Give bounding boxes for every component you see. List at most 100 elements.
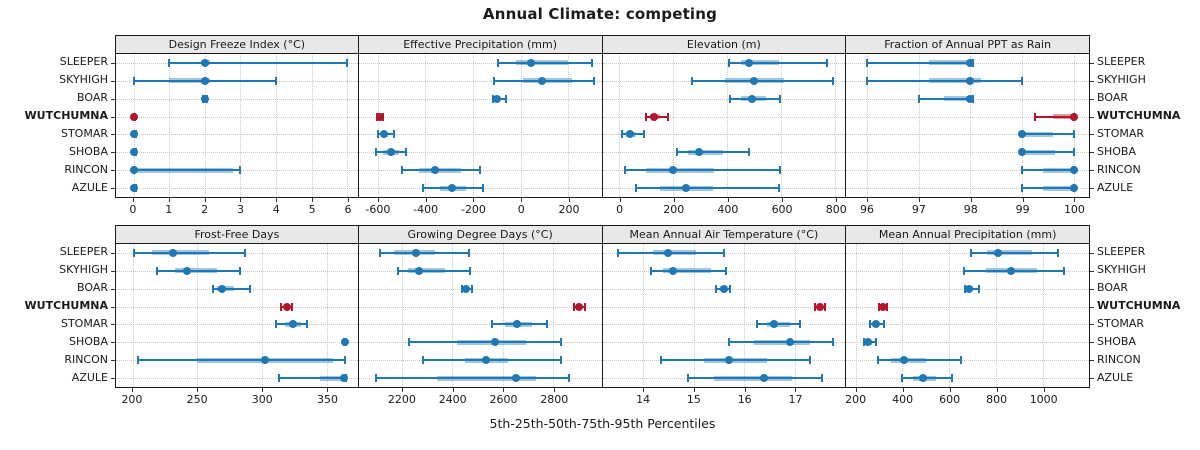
station-label-azule: AZULE: [1097, 180, 1134, 194]
x-axis: -600 -400 -200 0 200: [359, 198, 603, 220]
median-dot-wutchumna: [650, 112, 659, 121]
x-axis: 0 200 400 600 800: [603, 198, 847, 220]
whisker-end-cap: [490, 320, 493, 329]
panel-design-freeze-index-c-: Design Freeze Index (°C) 0 1 2 3 4 5 6: [111, 35, 359, 220]
median-dot-boar: [218, 284, 226, 293]
whisker-end-cap: [645, 112, 648, 121]
whisker-end-cap: [868, 320, 871, 329]
median-dot-shoba: [864, 338, 873, 347]
whisker-5th-95th: [497, 61, 592, 64]
x-tick-label: 800: [825, 203, 847, 216]
median-dot-wutchumna: [1069, 112, 1078, 121]
vertical-gridline: [1042, 244, 1044, 387]
vertical-gridline: [642, 244, 644, 387]
y-axis-tick-left: [111, 116, 115, 118]
horizontal-gridline: [358, 62, 602, 64]
whisker-end-cap: [290, 302, 293, 311]
band-25th-75th: [703, 357, 767, 363]
x-tick-mark: [240, 198, 242, 202]
y-axis-tick-right: [1090, 188, 1094, 190]
x-tick-label: 2800: [540, 393, 569, 406]
whisker-end-cap: [422, 356, 425, 365]
vertical-gridline: [169, 54, 171, 197]
x-tick-label: 300: [251, 393, 273, 406]
x-tick-label: 800: [986, 393, 1008, 406]
vertical-gridline: [693, 244, 695, 387]
x-tick-label: 98: [963, 203, 978, 216]
whisker-5th-95th: [133, 169, 241, 172]
station-label-rincon: RINCON: [64, 162, 108, 176]
station-label-skyhigh: SKYHIGH: [1097, 263, 1146, 277]
whisker-end-cap: [634, 184, 637, 193]
x-tick-label: 400: [717, 203, 739, 216]
median-dot-wutchumna: [575, 302, 584, 311]
whisker-end-cap: [862, 338, 865, 347]
x-tick-label: 3: [236, 203, 244, 216]
median-dot-stomar: [626, 130, 635, 139]
vertical-gridline: [311, 54, 313, 197]
median-dot-azule: [919, 374, 928, 383]
station-label-shoba: SHOBA: [1097, 334, 1136, 348]
whisker-5th-95th: [1021, 133, 1074, 136]
panel-frame: Mean Annual Air Temperature (°C): [602, 225, 847, 388]
horizontal-gridline: [846, 378, 1089, 380]
vertical-gridline: [401, 244, 403, 387]
whisker-end-cap: [722, 248, 725, 257]
whisker-5th-95th: [397, 269, 470, 272]
whisker-5th-95th: [401, 169, 481, 172]
x-axis: 96 97 98 99 100: [846, 198, 1090, 220]
whisker-end-cap: [1072, 148, 1075, 157]
x-tick-mark: [204, 198, 206, 202]
horizontal-gridline: [116, 98, 358, 100]
median-dot-rincon: [1069, 166, 1078, 175]
whisker-end-cap: [133, 248, 136, 257]
vertical-gridline: [970, 54, 972, 197]
whisker-end-cap: [728, 284, 731, 293]
band-25th-75th: [646, 167, 714, 173]
whisker-end-cap: [405, 148, 408, 157]
whisker-end-cap: [831, 338, 834, 347]
y-axis-tick-left: [111, 134, 115, 136]
vertical-gridline: [326, 244, 328, 387]
x-tick-label: 100: [1063, 203, 1085, 216]
median-dot-sleeper: [411, 248, 420, 257]
x-tick-label: 97: [911, 203, 926, 216]
station-label-stomar: STOMAR: [1097, 316, 1145, 330]
x-tick-mark: [327, 388, 329, 392]
x-tick-label: 400: [892, 393, 914, 406]
horizontal-gridline: [846, 170, 1089, 172]
whisker-end-cap: [239, 166, 242, 175]
whisker-end-cap: [400, 166, 403, 175]
whisker-5th-95th: [1034, 115, 1074, 118]
whisker-5th-95th: [376, 377, 569, 380]
whisker-end-cap: [616, 248, 619, 257]
vertical-gridline: [377, 54, 379, 197]
whisker-end-cap: [481, 184, 484, 193]
x-tick-mark: [1074, 198, 1076, 202]
x-tick-label: 0: [616, 203, 624, 216]
median-dot-boar: [747, 94, 756, 103]
whisker-end-cap: [168, 58, 171, 67]
station-label-sleeper: SLEEPER: [59, 55, 108, 69]
vertical-gridline: [452, 244, 454, 387]
whisker-end-cap: [277, 374, 280, 383]
band-25th-75th: [928, 78, 981, 84]
vertical-gridline: [727, 54, 729, 197]
whisker-5th-95th: [212, 287, 251, 290]
horizontal-gridline: [116, 378, 358, 380]
median-dot-rincon: [899, 356, 908, 365]
whisker-end-cap: [379, 248, 382, 257]
station-label-azule: AZULE: [71, 370, 108, 384]
station-label-wutchumna: WUTCHUMNA: [1097, 109, 1181, 123]
x-tick-label: 600: [771, 203, 793, 216]
median-dot-boar: [492, 94, 501, 103]
horizontal-gridline: [358, 98, 602, 100]
horizontal-gridline: [358, 116, 602, 118]
whisker-end-cap: [593, 76, 596, 85]
station-label-azule: AZULE: [71, 180, 108, 194]
whisker-end-cap: [156, 266, 159, 275]
panel-frame: Mean Annual Precipitation (mm): [846, 225, 1094, 388]
panel-strip-header: Mean Annual Air Temperature (°C): [602, 226, 846, 244]
horizontal-gridline: [116, 134, 358, 136]
whisker-end-cap: [813, 302, 816, 311]
